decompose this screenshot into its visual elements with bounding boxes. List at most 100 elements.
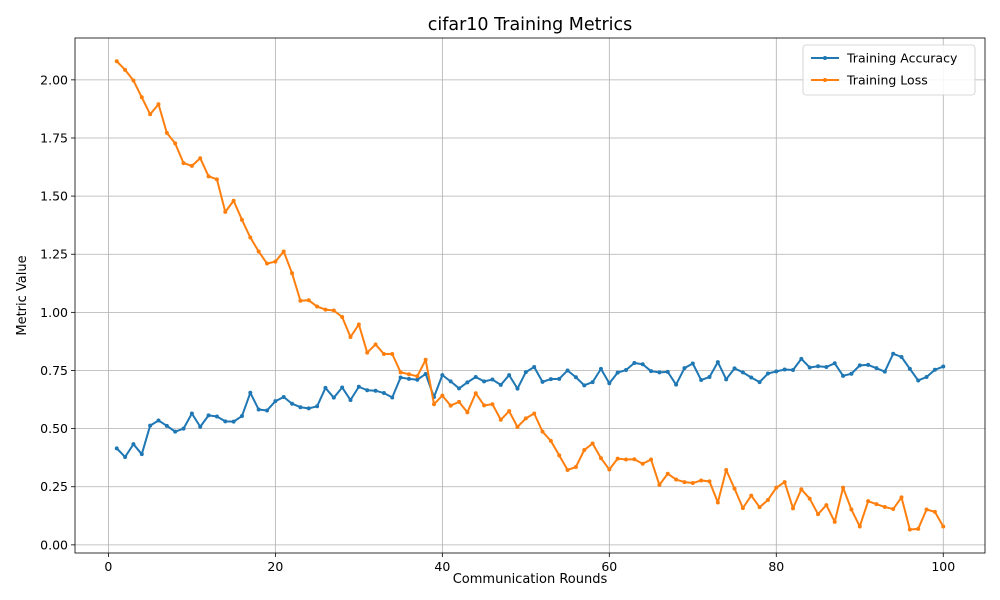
data-point bbox=[473, 391, 478, 396]
data-point bbox=[173, 429, 178, 434]
data-point bbox=[782, 480, 787, 485]
data-point bbox=[882, 504, 887, 509]
data-point bbox=[381, 351, 386, 356]
data-point bbox=[715, 360, 720, 365]
data-point bbox=[874, 502, 879, 507]
legend-item: Training Accuracy bbox=[811, 51, 958, 66]
y-tick-label: 1.50 bbox=[40, 189, 68, 204]
data-point bbox=[340, 385, 345, 390]
legend-item: Training Loss bbox=[811, 73, 928, 88]
tick-layer: 0 20 40 60 80 100 0.00 0.25 0.50 0.75 1.00 1.25 1.50… bbox=[40, 72, 955, 574]
data-point bbox=[281, 394, 286, 399]
data-point bbox=[156, 102, 161, 107]
legend-box bbox=[802, 44, 976, 96]
data-point bbox=[740, 506, 745, 511]
data-point bbox=[699, 378, 704, 383]
data-point bbox=[448, 379, 453, 384]
data-point bbox=[507, 409, 512, 414]
data-point bbox=[465, 380, 470, 385]
data-point bbox=[457, 386, 462, 391]
data-point bbox=[699, 478, 704, 483]
data-point bbox=[323, 307, 328, 312]
data-point bbox=[640, 362, 645, 367]
data-point bbox=[932, 509, 937, 514]
data-point bbox=[907, 366, 912, 371]
series-line bbox=[116, 352, 944, 458]
data-point bbox=[816, 512, 821, 517]
data-point bbox=[239, 414, 244, 419]
data-point bbox=[832, 519, 837, 524]
data-point bbox=[306, 406, 311, 411]
data-point bbox=[615, 370, 620, 375]
data-point bbox=[214, 414, 219, 419]
series-training-loss bbox=[114, 59, 946, 532]
data-point bbox=[507, 373, 512, 378]
data-point bbox=[749, 375, 754, 380]
data-point bbox=[206, 413, 211, 418]
series-layer bbox=[114, 59, 946, 532]
data-point bbox=[540, 429, 545, 434]
data-point bbox=[782, 367, 787, 372]
data-point bbox=[448, 403, 453, 408]
data-point bbox=[941, 524, 946, 529]
data-point bbox=[206, 174, 211, 179]
data-point bbox=[891, 507, 896, 512]
data-point bbox=[265, 261, 270, 266]
data-point bbox=[398, 375, 403, 380]
legend-label: Training Loss bbox=[846, 73, 928, 88]
data-point bbox=[123, 454, 128, 459]
data-point bbox=[532, 364, 537, 369]
data-point bbox=[431, 402, 436, 407]
data-point bbox=[365, 350, 370, 355]
data-point bbox=[406, 372, 411, 377]
data-point bbox=[198, 424, 203, 429]
data-point bbox=[248, 235, 253, 240]
data-point bbox=[807, 496, 812, 501]
legend-marker bbox=[823, 78, 827, 82]
grid-layer bbox=[75, 38, 985, 553]
data-point bbox=[874, 366, 879, 371]
data-point bbox=[657, 370, 662, 375]
data-point bbox=[932, 367, 937, 372]
data-point bbox=[548, 438, 553, 443]
data-point bbox=[231, 419, 236, 424]
y-tick-label: 1.25 bbox=[40, 247, 68, 262]
data-point bbox=[348, 335, 353, 340]
data-point bbox=[707, 374, 712, 379]
data-point bbox=[515, 424, 520, 429]
data-point bbox=[373, 388, 378, 393]
data-point bbox=[607, 381, 612, 386]
y-tick-label: 0.50 bbox=[40, 421, 68, 436]
data-point bbox=[114, 59, 119, 64]
data-point bbox=[682, 480, 687, 485]
data-point bbox=[164, 423, 169, 428]
data-point bbox=[381, 391, 386, 396]
data-point bbox=[440, 393, 445, 398]
data-point bbox=[139, 95, 144, 100]
data-point bbox=[740, 370, 745, 375]
data-point bbox=[674, 382, 679, 387]
data-point bbox=[682, 366, 687, 371]
data-point bbox=[273, 259, 278, 264]
data-point bbox=[757, 380, 762, 385]
data-point bbox=[899, 495, 904, 500]
data-point bbox=[473, 374, 478, 379]
data-point bbox=[323, 385, 328, 390]
data-point bbox=[315, 404, 320, 409]
x-axis-label: Communication Rounds bbox=[453, 572, 608, 587]
data-point bbox=[916, 526, 921, 531]
data-point bbox=[248, 390, 253, 395]
data-point bbox=[482, 403, 487, 408]
data-point bbox=[807, 365, 812, 370]
data-point bbox=[148, 112, 153, 117]
data-point bbox=[290, 271, 295, 276]
data-point bbox=[498, 382, 503, 387]
y-tick-label: 2.00 bbox=[40, 72, 68, 87]
data-point bbox=[181, 426, 186, 431]
data-point bbox=[490, 402, 495, 407]
x-tick-label: 20 bbox=[267, 559, 283, 574]
data-point bbox=[841, 485, 846, 490]
data-point bbox=[882, 369, 887, 374]
data-point bbox=[331, 308, 336, 313]
